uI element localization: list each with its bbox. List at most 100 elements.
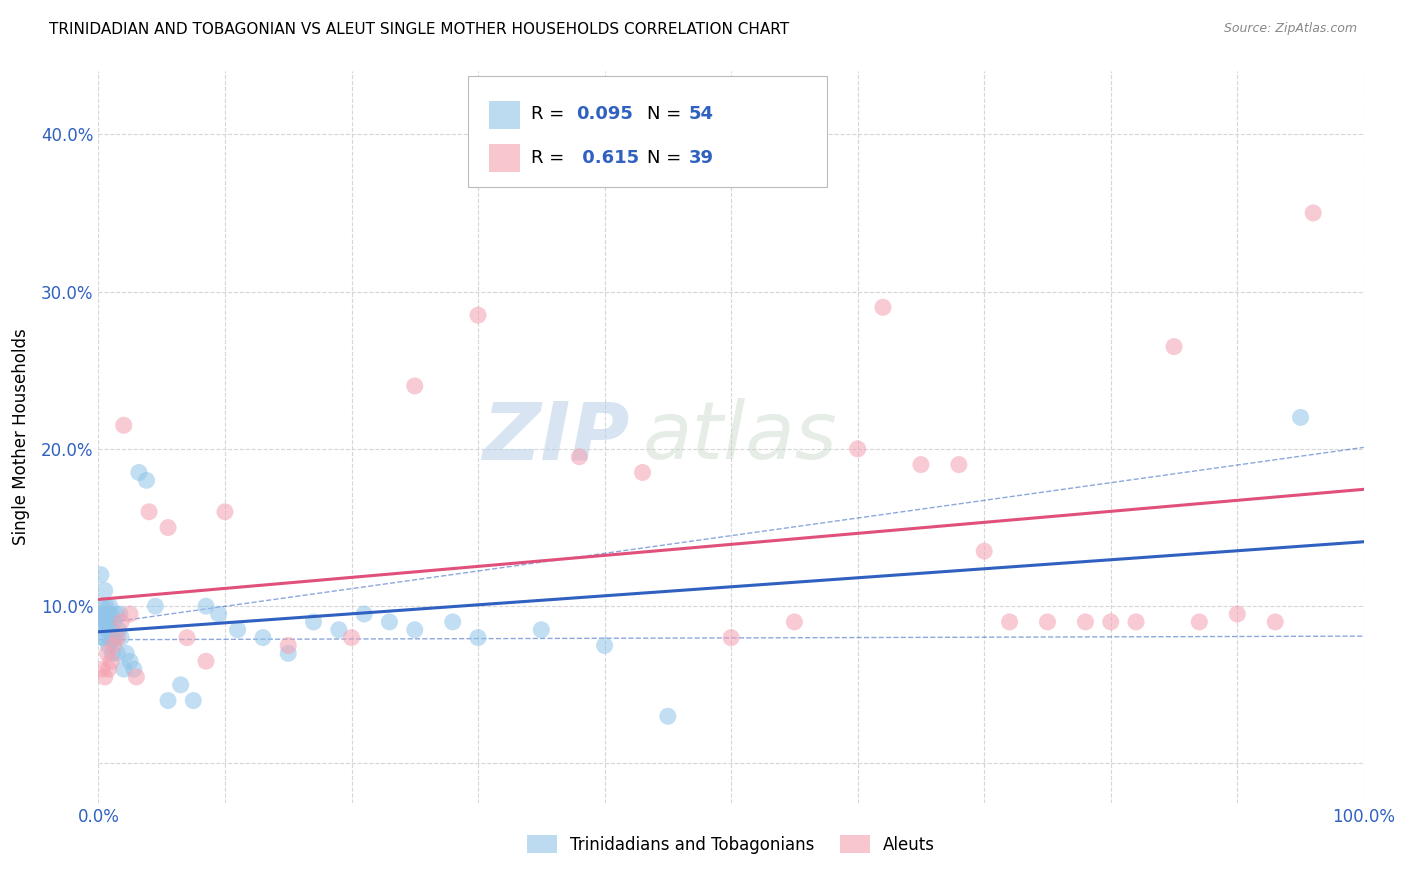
- Point: [122, 662, 145, 676]
- Point: [128, 466, 150, 480]
- Point: [100, 623, 122, 637]
- Point: [1036, 615, 1059, 629]
- Point: [101, 646, 124, 660]
- Text: R =: R =: [531, 105, 571, 123]
- Point: [657, 709, 679, 723]
- Point: [157, 693, 180, 707]
- Point: [90, 615, 112, 629]
- Point: [194, 599, 218, 614]
- Point: [910, 458, 932, 472]
- Text: N =: N =: [647, 149, 686, 167]
- Point: [783, 615, 806, 629]
- Text: 39: 39: [689, 149, 714, 167]
- Point: [105, 607, 128, 621]
- Point: [378, 615, 401, 629]
- Point: [112, 662, 135, 676]
- Point: [214, 505, 236, 519]
- Point: [593, 639, 616, 653]
- Point: [720, 631, 742, 645]
- Point: [530, 623, 553, 637]
- Point: [226, 623, 249, 637]
- Point: [98, 599, 121, 614]
- Point: [93, 583, 117, 598]
- Point: [568, 450, 591, 464]
- Point: [89, 615, 111, 629]
- Point: [91, 599, 114, 614]
- Point: [90, 567, 112, 582]
- Point: [97, 639, 120, 653]
- Text: atlas: atlas: [643, 398, 838, 476]
- Point: [1302, 206, 1324, 220]
- Point: [91, 631, 114, 645]
- Point: [107, 623, 129, 637]
- Point: [252, 631, 274, 645]
- Point: [104, 631, 127, 645]
- Point: [100, 654, 122, 668]
- Point: [302, 615, 325, 629]
- Point: [96, 607, 118, 621]
- Point: [103, 639, 125, 653]
- Point: [112, 418, 135, 433]
- Point: [328, 623, 350, 637]
- Point: [135, 473, 157, 487]
- Point: [100, 607, 122, 621]
- Point: [115, 646, 138, 660]
- Point: [1264, 615, 1286, 629]
- Point: [107, 631, 129, 645]
- Point: [404, 623, 426, 637]
- Point: [93, 607, 117, 621]
- Point: [138, 505, 160, 519]
- Point: [183, 693, 205, 707]
- Point: [120, 607, 141, 621]
- Point: [108, 607, 131, 621]
- Point: [631, 466, 654, 480]
- Text: TRINIDADIAN AND TOBAGONIAN VS ALEUT SINGLE MOTHER HOUSEHOLDS CORRELATION CHART: TRINIDADIAN AND TOBAGONIAN VS ALEUT SING…: [49, 22, 789, 37]
- Point: [1188, 615, 1211, 629]
- Point: [120, 654, 141, 668]
- Text: N =: N =: [647, 105, 686, 123]
- Point: [467, 631, 489, 645]
- Point: [96, 623, 118, 637]
- Point: [91, 662, 114, 676]
- Point: [97, 615, 120, 629]
- Point: [872, 301, 894, 315]
- Text: 54: 54: [689, 105, 714, 123]
- Point: [208, 607, 231, 621]
- Point: [145, 599, 166, 614]
- Point: [404, 379, 426, 393]
- Point: [467, 308, 489, 322]
- Point: [1099, 615, 1122, 629]
- Point: [1074, 615, 1097, 629]
- Point: [1289, 410, 1312, 425]
- Point: [125, 670, 148, 684]
- Point: [93, 670, 117, 684]
- Text: 0.095: 0.095: [576, 105, 633, 123]
- Text: ZIP: ZIP: [482, 398, 630, 476]
- Point: [277, 639, 299, 653]
- Legend: Trinidadians and Tobagonians, Aleuts: Trinidadians and Tobagonians, Aleuts: [520, 829, 942, 860]
- Point: [1163, 340, 1185, 354]
- Text: 0.615: 0.615: [576, 149, 640, 167]
- Point: [97, 662, 120, 676]
- Point: [973, 544, 995, 558]
- Point: [98, 631, 121, 645]
- Point: [103, 615, 125, 629]
- Point: [277, 646, 299, 660]
- Point: [94, 615, 117, 629]
- Point: [110, 615, 132, 629]
- Point: [110, 631, 132, 645]
- Point: [1226, 607, 1249, 621]
- Point: [107, 646, 129, 660]
- Point: [93, 607, 115, 621]
- Point: [169, 678, 191, 692]
- Point: [340, 631, 363, 645]
- Y-axis label: Single Mother Households: Single Mother Households: [11, 329, 30, 545]
- Text: R =: R =: [531, 149, 571, 167]
- Point: [194, 654, 218, 668]
- Point: [353, 607, 375, 621]
- Text: Source: ZipAtlas.com: Source: ZipAtlas.com: [1223, 22, 1357, 36]
- Point: [93, 631, 115, 645]
- Point: [96, 646, 118, 660]
- Point: [176, 631, 198, 645]
- Point: [846, 442, 869, 456]
